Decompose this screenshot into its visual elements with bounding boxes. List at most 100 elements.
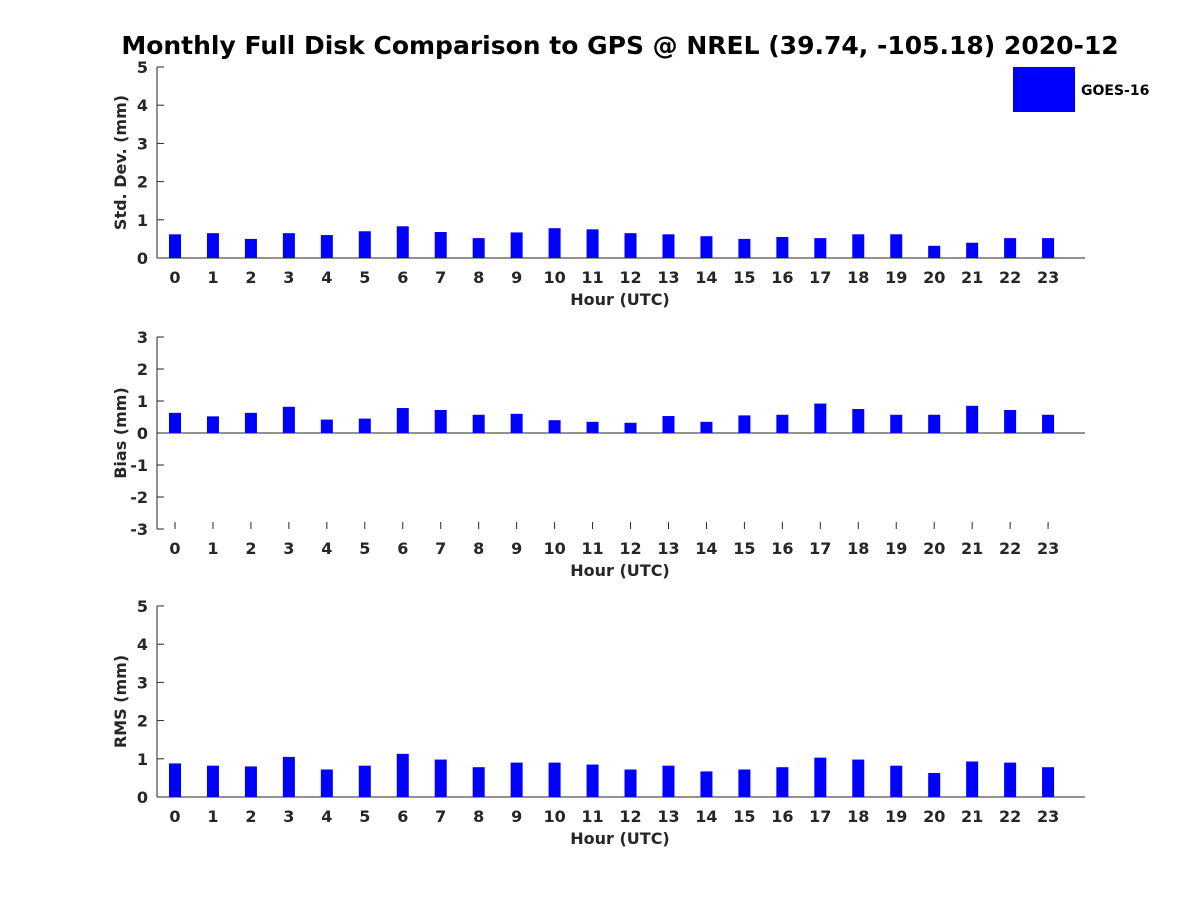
x-tick-label: 9 [511,807,522,826]
bar-hour-21 [966,405,979,433]
x-tick-label: 5 [359,539,370,558]
x-tick-label: 18 [847,539,869,558]
y-tick-label: -2 [130,488,148,507]
x-tick-label: 2 [245,539,256,558]
y-tick-label: 0 [137,424,148,443]
bar-hour-1 [206,416,219,433]
bar-hour-6 [396,226,409,258]
bar-hour-4 [320,769,333,797]
bar-hour-14 [700,236,713,258]
bar-hour-12 [624,422,637,433]
bar-hour-13 [662,416,675,433]
legend-swatch-goes-16 [1013,67,1075,112]
bar-hour-2 [244,238,257,258]
x-tick-label: 11 [581,807,603,826]
x-tick-label: 14 [695,268,717,287]
y-tick-label: 4 [137,635,148,654]
bar-hour-18 [852,409,865,433]
bar-hour-2 [244,766,257,797]
x-tick-label: 6 [397,268,408,287]
bar-hour-21 [966,761,979,797]
bar-hour-8 [472,238,485,258]
x-tick-label: 22 [999,268,1021,287]
bar-hour-19 [890,234,903,258]
y-tick-label: 3 [137,134,148,153]
x-tick-label: 20 [923,268,945,287]
y-tick-label: 0 [137,788,148,807]
bar-hour-16 [776,236,789,258]
bar-hour-10 [548,762,561,797]
y-axis-label: Std. Dev. (mm) [111,95,130,230]
x-tick-label: 19 [885,539,907,558]
x-tick-label: 17 [809,268,831,287]
bar-hour-5 [358,765,371,797]
x-tick-label: 15 [733,539,755,558]
bar-hour-12 [624,233,637,258]
bar-hour-20 [928,772,941,797]
x-tick-label: 9 [511,539,522,558]
x-tick-label: 3 [283,807,294,826]
legend: GOES-16 [1011,66,1153,114]
x-tick-label: 6 [397,807,408,826]
bar-hour-19 [890,414,903,433]
y-axis-label: Bias (mm) [111,387,130,479]
bar-hour-5 [358,418,371,433]
bar-hour-4 [320,419,333,433]
x-tick-label: 2 [245,807,256,826]
bar-hour-6 [396,408,409,433]
bar-hour-7 [434,409,447,433]
bar-hour-0 [169,412,181,433]
y-tick-label: -3 [130,520,148,539]
y-tick-label: -1 [130,456,148,475]
x-tick-label: 5 [359,807,370,826]
x-tick-label: 21 [961,539,983,558]
x-tick-label: 8 [473,539,484,558]
bar-hour-7 [434,232,447,258]
x-tick-label: 19 [885,807,907,826]
bar-hour-20 [928,414,941,433]
bar-hour-5 [358,231,371,258]
bar-hour-18 [852,234,865,258]
y-tick-label: 5 [137,597,148,616]
y-tick-label: 1 [137,392,148,411]
x-tick-label: 20 [923,807,945,826]
y-tick-label: 3 [137,673,148,692]
legend-label-goes-16: GOES-16 [1081,83,1149,99]
x-tick-label: 14 [695,807,717,826]
bar-hour-20 [928,245,941,258]
x-tick-label: 10 [543,539,565,558]
x-tick-label: 7 [435,539,446,558]
bar-hour-15 [738,415,751,433]
bar-hour-10 [548,228,561,258]
x-tick-label: 18 [847,268,869,287]
bar-hour-22 [1004,762,1017,797]
bar-hour-9 [510,232,523,258]
bar-hour-7 [434,759,447,797]
bar-hour-4 [320,235,333,258]
y-tick-label: 1 [137,211,148,230]
bar-hour-16 [776,414,789,433]
bar-hour-0 [169,763,181,797]
bar-hour-11 [586,764,599,797]
y-tick-label: 2 [137,173,148,192]
x-tick-label: 7 [435,268,446,287]
bar-hour-11 [586,229,599,258]
y-tick-label: 3 [137,328,148,347]
x-tick-label: 19 [885,268,907,287]
x-axis-label: Hour (UTC) [570,561,670,580]
bar-hour-16 [776,767,789,797]
x-tick-label: 20 [923,539,945,558]
bar-hour-17 [814,403,827,433]
bar-hour-9 [510,762,523,797]
x-tick-label: 16 [771,807,793,826]
bar-hour-22 [1004,409,1017,433]
bar-hour-11 [586,421,599,433]
x-tick-label: 4 [321,807,332,826]
x-tick-label: 3 [283,268,294,287]
bar-hour-0 [169,234,181,258]
x-tick-label: 16 [771,539,793,558]
x-tick-label: 14 [695,539,717,558]
